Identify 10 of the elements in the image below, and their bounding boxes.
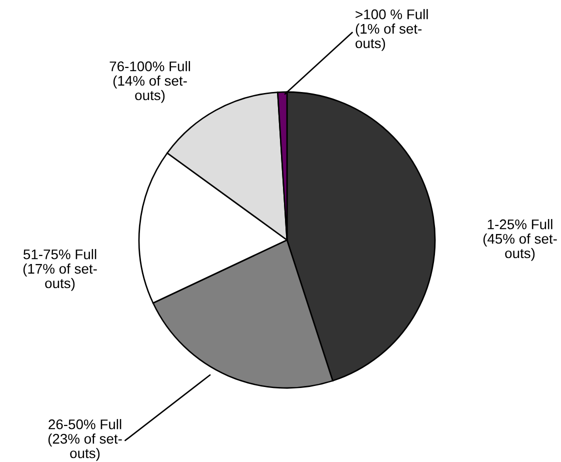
slice-label: 1-25% Full [488,219,552,230]
data-label: (45% of set- outs) [483,234,557,261]
slice-label: 76-100% Full [110,61,190,72]
data-label: (17% of set- outs) [23,264,97,291]
data-label: (23% of set- outs) [48,434,122,461]
slice-label: 26-50% Full [48,419,122,430]
slice-label: 51-75% Full [24,249,96,260]
slice-label: >100 % Full [356,9,428,20]
data-label: (14% of set- outs) [113,76,187,103]
data-label: (1% of set- outs) [356,24,422,51]
